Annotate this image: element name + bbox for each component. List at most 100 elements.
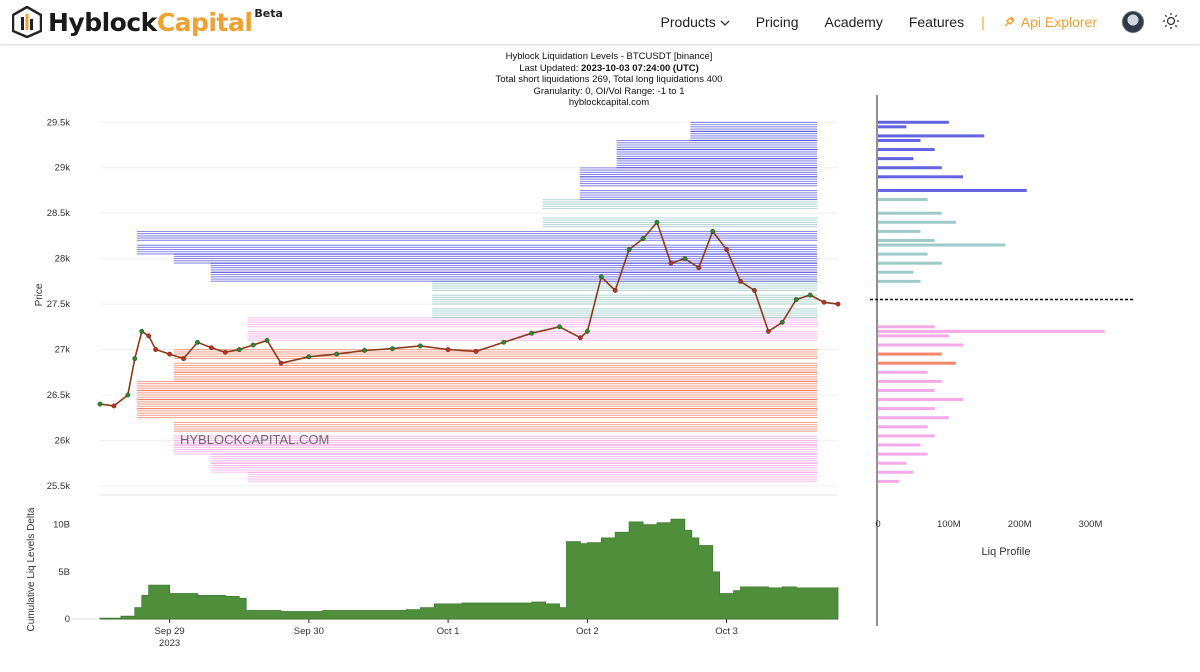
price-point [779, 319, 785, 325]
profile-bar [878, 461, 907, 465]
brand-logo[interactable]: HyblockCapital Beta [12, 4, 283, 40]
price-point [334, 351, 340, 357]
profile-tick-label: 300M [1079, 519, 1103, 530]
price-point [821, 299, 827, 305]
plug-icon [1004, 16, 1015, 27]
profile-bar [878, 379, 942, 383]
price-tick-label: 25.5k [47, 481, 70, 492]
profile-bar [878, 220, 956, 224]
profile-bar [878, 325, 935, 329]
granularity: Granularity: 0, OI/Vol Range: -1 to 1 [533, 85, 685, 97]
last-updated: Last Updated: 2023-10-03 07:24:00 (UTC) [400, 63, 818, 75]
price-point [139, 328, 145, 334]
chart-header: Hyblock Liquidation Levels - BTCUSDT [bi… [400, 51, 818, 109]
price-point [584, 328, 590, 334]
profile-bar [878, 198, 928, 202]
profile-bar [878, 388, 935, 392]
price-point [362, 348, 367, 353]
price-point [167, 351, 173, 357]
price-point [710, 228, 716, 234]
theme-toggle[interactable] [1162, 12, 1180, 33]
price-point [765, 328, 771, 334]
price-point [668, 260, 674, 266]
profile-bar [878, 166, 942, 170]
delta-tick-label: 10B [53, 520, 70, 531]
price-tick-label: 28.5k [47, 208, 70, 219]
chevron-down-icon [720, 20, 730, 26]
avatar-icon[interactable] [1122, 11, 1144, 33]
profile-bar [878, 229, 921, 233]
price-point [236, 347, 242, 352]
x-tick-label: Sep 29 [155, 626, 185, 637]
nav-academy[interactable]: Academy [824, 14, 883, 30]
profile-bar [878, 398, 963, 402]
price-point [97, 401, 103, 407]
profile-bar [878, 443, 921, 447]
nav-pricing[interactable]: Pricing [755, 14, 799, 30]
profile-bar [878, 148, 935, 152]
nav-products[interactable]: Products [661, 14, 730, 30]
profile-bar [878, 120, 949, 124]
profile-bar [878, 279, 921, 283]
profile-bar [878, 188, 1027, 192]
profile-bar [878, 125, 907, 129]
api-explorer-label: Api Explorer [1020, 14, 1097, 30]
price-point [612, 288, 618, 293]
x-year-label: 2023 [159, 638, 180, 649]
price-point [153, 347, 159, 352]
price-point [835, 301, 841, 307]
profile-bar [878, 470, 914, 474]
profile-bar [878, 252, 928, 256]
nav-api-explorer[interactable]: Api Explorer [1002, 14, 1097, 30]
profile-bar [878, 407, 935, 411]
price-point [682, 256, 688, 262]
profile-bar [878, 175, 963, 179]
price-point [181, 356, 186, 362]
profile-bar [878, 343, 963, 347]
price-point [390, 346, 395, 352]
profile-bar [878, 243, 1006, 247]
price-axis-label: Price [34, 283, 45, 306]
price-point [793, 297, 799, 302]
profile-bar [878, 434, 935, 438]
price-point [626, 247, 632, 252]
price-point [473, 348, 479, 354]
navbar: HyblockCapital Beta Products Pricing Aca… [0, 0, 1200, 45]
price-point [195, 339, 200, 345]
price-tick-label: 27.5k [47, 299, 70, 310]
sun-icon [1163, 12, 1179, 29]
price-point [278, 360, 284, 366]
last-updated-value: 2023-10-03 07:24:00 (UTC) [581, 62, 699, 74]
price-point [306, 354, 312, 360]
profile-bar [878, 138, 921, 142]
price-point [807, 292, 813, 298]
price-point [598, 274, 604, 280]
profile-bar [878, 352, 942, 356]
price-point [557, 324, 562, 330]
price-tick-label: 27k [55, 345, 71, 356]
profile-bar [878, 134, 985, 138]
delta-area [99, 518, 839, 620]
x-tick-label: Oct 3 [715, 626, 738, 637]
price-point [111, 403, 117, 409]
profile-bar [878, 270, 914, 274]
profile-bar [878, 211, 942, 215]
nav-features[interactable]: Features [908, 14, 965, 30]
main-nav: Products Pricing Academy Features | Api … [648, 0, 1180, 44]
watermark: HYBLOCKCAPITAL.COM [180, 432, 329, 447]
brand-primary: Hyblock [48, 7, 157, 37]
hyblock-logo-icon [12, 6, 42, 38]
price-tick-label: 28k [55, 254, 71, 265]
profile-bar [878, 479, 900, 483]
price-point [577, 335, 583, 341]
delta-axis-label: Cumulative Liq Levels Delta [26, 507, 37, 631]
delta-axis-label-text: Cumulative Liq Levels Delta [26, 507, 37, 631]
chart-title: Hyblock Liquidation Levels - BTCUSDT [bi… [505, 51, 713, 62]
price-point [724, 247, 730, 252]
price-point [654, 219, 660, 225]
price-point [445, 347, 451, 352]
price-point [146, 333, 152, 339]
price-line [99, 220, 839, 407]
profile-tick-label: 100M [937, 519, 961, 530]
